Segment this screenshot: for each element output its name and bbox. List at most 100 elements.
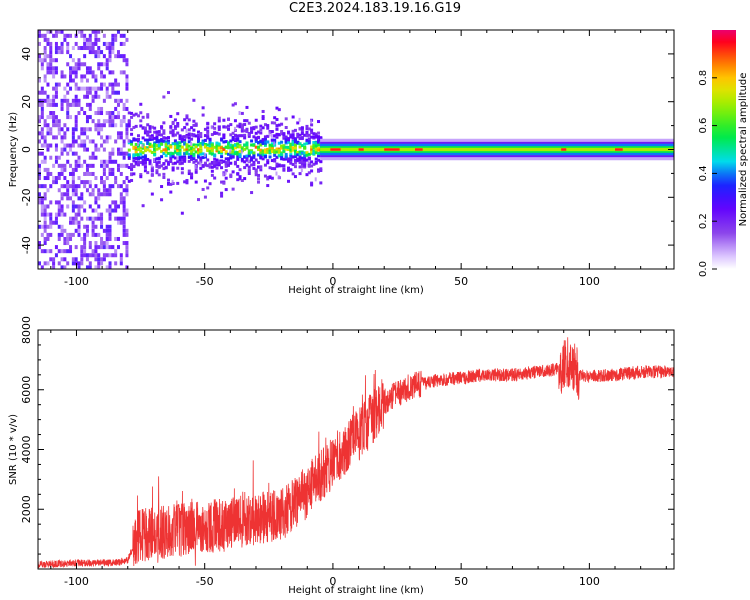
spectrogram-cell	[102, 257, 106, 262]
spectrogram-cell	[38, 41, 41, 46]
spectrogram-cell	[210, 165, 214, 169]
plot2-xtick-label: 0	[329, 575, 336, 588]
spectrogram-cell	[273, 116, 277, 120]
spectrogram-cell	[284, 147, 288, 151]
spectrogram-cell	[43, 98, 47, 103]
spectrogram-cell	[307, 156, 311, 160]
spectrogram-cell	[263, 138, 267, 142]
spectrogram-cell	[164, 136, 168, 140]
spectrogram-cell	[173, 145, 177, 149]
spectrogram-cell	[49, 46, 53, 51]
spectrogram-cell	[166, 139, 170, 143]
spectrogram-cell	[171, 168, 175, 172]
spectrogram-cell	[183, 142, 187, 146]
spectrogram-cell	[210, 149, 214, 153]
spectrogram-cell	[111, 90, 115, 95]
spectrogram-cell	[224, 140, 228, 144]
spectrogram-cell	[282, 133, 286, 137]
spectrogram-cell	[233, 152, 237, 156]
spectrogram-cell	[85, 228, 89, 233]
spectrogram-cell	[52, 257, 56, 262]
spectrogram-cell	[94, 50, 98, 55]
spectrogram-cell	[102, 253, 106, 258]
spectrogram-cell	[94, 257, 98, 262]
spectrogram-cell	[63, 131, 67, 136]
spectrogram-cell	[176, 146, 180, 150]
spectrogram-cell	[233, 126, 236, 131]
spectrogram-cell	[203, 134, 207, 138]
spectrogram-cell	[46, 131, 50, 136]
spectrogram-cell	[305, 134, 309, 138]
spectrogram-cell	[143, 156, 147, 160]
spectrogram-cell	[263, 135, 267, 139]
spectrogram-cell	[63, 163, 67, 168]
spectrogram-cell	[280, 157, 284, 161]
spectrogram-cell	[201, 152, 205, 156]
spectrogram-cell	[314, 177, 317, 182]
spectrogram-cell	[100, 176, 104, 181]
spectrogram-cell	[100, 111, 104, 116]
spectrogram-cell	[303, 163, 307, 167]
spectrogram-cell	[43, 123, 47, 128]
spectrogram-cell	[83, 46, 87, 51]
spectrogram-cell	[263, 123, 267, 127]
spectrogram-cell	[122, 216, 126, 221]
spectrogram-cell	[119, 184, 123, 189]
spectrogram-cell	[259, 124, 263, 128]
spectrogram-cell	[49, 257, 53, 262]
spectrogram-cell	[229, 143, 233, 147]
plot1-ytick-label: -40	[20, 236, 33, 254]
spectrogram-cell	[220, 191, 224, 195]
spectrogram-cell	[100, 236, 104, 241]
spectrogram-cell	[66, 232, 70, 237]
spectrogram-cell	[236, 151, 240, 155]
spectrogram-cell	[236, 157, 240, 161]
spectrogram-cell	[169, 157, 173, 161]
spectrogram-cell	[111, 184, 115, 189]
spectrogram-cell	[213, 162, 217, 166]
spectrogram-cell	[52, 123, 56, 128]
spectrogram-cell	[224, 145, 228, 149]
spectrogram-cell	[85, 135, 89, 140]
spectrogram-cell	[40, 212, 44, 217]
spectrogram-cell	[263, 148, 267, 152]
spectrogram-cell	[71, 58, 75, 63]
spectrogram-cell	[238, 149, 242, 153]
spectrogram-cell	[77, 58, 81, 63]
spectrogram-cell	[74, 127, 78, 132]
spectrogram-cell	[293, 149, 297, 153]
spectrogram-cell	[231, 103, 235, 107]
spectrogram-cell	[116, 30, 120, 34]
spectrogram-cell	[305, 124, 309, 128]
spectrogram-cell	[257, 173, 261, 177]
spectrogram-cell	[91, 220, 95, 225]
spectrogram-cell	[69, 70, 73, 75]
spectrogram-cell	[49, 232, 53, 237]
spectrogram-cell	[317, 169, 321, 173]
spectrogram-cell	[284, 135, 288, 139]
spectrogram-cell	[85, 94, 89, 99]
spectrogram-cell	[169, 160, 173, 164]
spectrogram-cell	[122, 232, 126, 237]
spectrogram-cell	[213, 160, 217, 164]
spectrogram-cell	[176, 124, 180, 128]
spectrogram-cell	[208, 144, 212, 148]
spectrogram-cell	[134, 146, 138, 150]
spectrogram-cell	[270, 146, 274, 150]
spectrogram-cell	[305, 153, 309, 157]
spectrogram-cell	[40, 249, 44, 254]
spectrogram-cell	[71, 143, 75, 148]
spectrogram-cell	[111, 167, 115, 172]
spectrogram-cell	[303, 142, 307, 146]
spectrogram-cell	[280, 132, 284, 136]
spectrogram-cell	[102, 62, 106, 67]
spectrogram-cell	[176, 160, 180, 164]
spectrogram-cell	[160, 133, 164, 137]
spectrogram-cell	[240, 146, 244, 150]
spectrogram-cell	[52, 74, 56, 79]
spectrogram-cell	[85, 115, 89, 120]
spectrogram-cell	[88, 33, 92, 38]
spectrogram-cell	[40, 208, 44, 213]
spectrogram-cell	[201, 156, 205, 160]
spectrogram-cell	[319, 181, 323, 185]
